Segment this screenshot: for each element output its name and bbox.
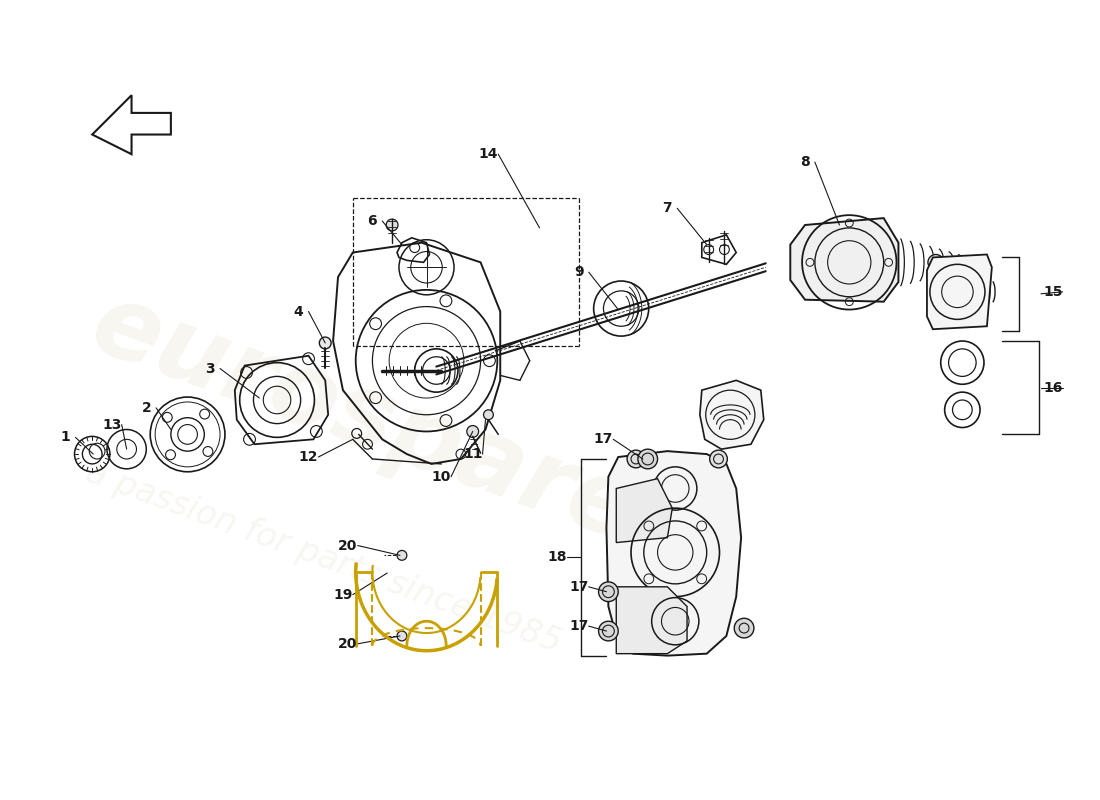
Text: 20: 20 bbox=[338, 637, 358, 651]
Text: 11: 11 bbox=[463, 447, 483, 461]
Circle shape bbox=[484, 410, 494, 420]
Circle shape bbox=[710, 450, 727, 468]
Text: eurospares: eurospares bbox=[78, 276, 706, 583]
Circle shape bbox=[638, 449, 658, 469]
Text: 15: 15 bbox=[1043, 285, 1063, 299]
Text: a passion for parts since 1985: a passion for parts since 1985 bbox=[80, 455, 565, 659]
Text: 7: 7 bbox=[662, 202, 672, 215]
Circle shape bbox=[627, 450, 645, 468]
Text: 14: 14 bbox=[478, 147, 498, 161]
Circle shape bbox=[598, 582, 618, 602]
Text: 4: 4 bbox=[294, 305, 304, 318]
Polygon shape bbox=[700, 380, 763, 449]
Text: 20: 20 bbox=[338, 538, 358, 553]
Text: 9: 9 bbox=[574, 265, 584, 279]
Text: 10: 10 bbox=[431, 470, 451, 484]
Circle shape bbox=[386, 219, 398, 231]
Text: 16: 16 bbox=[1043, 382, 1063, 395]
Circle shape bbox=[466, 426, 478, 438]
Polygon shape bbox=[606, 451, 741, 656]
Text: 1: 1 bbox=[60, 430, 70, 444]
Polygon shape bbox=[927, 254, 992, 330]
Text: 19: 19 bbox=[333, 588, 353, 602]
Circle shape bbox=[319, 337, 331, 349]
Text: 2: 2 bbox=[142, 401, 151, 415]
Polygon shape bbox=[790, 218, 899, 302]
Circle shape bbox=[928, 254, 944, 270]
Text: 3: 3 bbox=[206, 362, 214, 375]
Text: 17: 17 bbox=[594, 432, 613, 446]
Polygon shape bbox=[616, 587, 688, 654]
Text: 8: 8 bbox=[800, 155, 810, 169]
Text: 17: 17 bbox=[569, 619, 589, 633]
Circle shape bbox=[734, 618, 754, 638]
Text: 13: 13 bbox=[102, 418, 122, 431]
Text: 17: 17 bbox=[569, 580, 589, 594]
Polygon shape bbox=[616, 478, 672, 542]
Text: 6: 6 bbox=[367, 214, 377, 228]
Text: 12: 12 bbox=[299, 450, 318, 464]
Circle shape bbox=[598, 622, 618, 641]
Circle shape bbox=[397, 631, 407, 641]
Circle shape bbox=[397, 550, 407, 560]
Text: 18: 18 bbox=[548, 550, 566, 564]
